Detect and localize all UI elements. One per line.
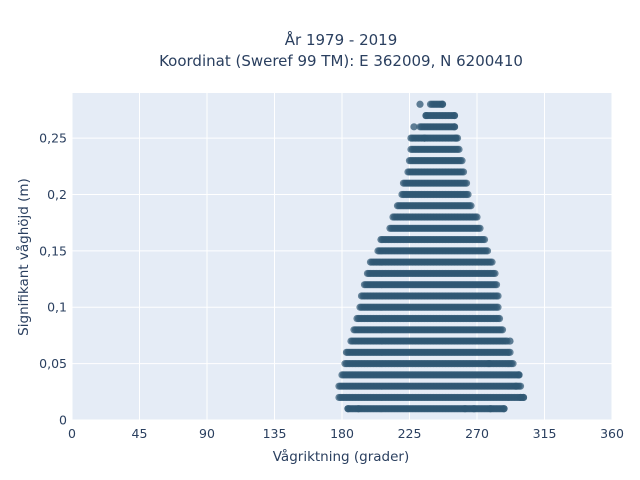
data-point [342,348,351,356]
x-tick-label: 225 [398,426,422,441]
data-point [488,258,496,266]
x-tick-label: 135 [263,426,287,441]
data-point [461,405,469,413]
y-tick-label: 0,05 [39,356,67,371]
x-tick-label: 360 [600,426,624,441]
data-point [498,326,507,334]
x-tick-label: 180 [330,426,354,441]
data-point [492,281,501,289]
data-point [486,405,495,413]
x-tick-label: 45 [132,426,148,441]
data-point [512,382,520,390]
data-point [450,123,459,131]
data-point [506,337,514,345]
data-point [485,360,493,368]
data-point [476,224,484,232]
y-tick-label: 0,1 [47,300,67,315]
data-point [483,247,492,255]
data-point [464,190,472,199]
data-point [458,157,466,165]
data-point [459,168,468,176]
chart-title-line-1: År 1979 - 2019 [285,30,398,49]
data-point [420,134,429,142]
y-axis-ticks: 0 0,05 0,1 0,15 0,2 0,25 [39,131,67,428]
data-point [519,393,528,402]
data-point [509,360,517,368]
y-tick-label: 0,15 [39,243,67,258]
x-tick-label: 0 [68,426,76,441]
data-point [344,405,352,413]
y-tick-label: 0,25 [39,131,67,146]
data-point [450,111,459,120]
y-axis-label: Signifikant våghöjd (m) [15,178,32,336]
data-point [494,292,502,300]
data-point [495,314,504,323]
y-tick-label: 0 [59,413,67,428]
chart-title-line-2: Koordinat (Sweref 99 TM): E 362009, N 62… [159,52,523,70]
data-point [480,235,489,244]
x-tick-label: 270 [465,426,489,441]
data-point [462,179,471,187]
data-point [377,235,385,244]
data-point [455,145,463,153]
data-point [494,303,502,311]
data-point [422,111,430,120]
data-point [515,371,523,379]
x-tick-label: 315 [533,426,557,441]
x-tick-label: 90 [199,426,215,441]
data-point [506,348,514,356]
data-point [354,405,363,413]
data-point [438,100,447,108]
data-point [452,134,460,142]
data-point [416,100,424,108]
data-point [407,134,415,142]
data-points [335,100,528,413]
x-axis-label: Vågriktning (grader) [273,448,410,465]
data-point [470,405,478,413]
data-point [410,123,418,131]
data-point [473,213,481,221]
data-point [500,405,508,413]
data-point [467,202,475,210]
y-tick-label: 0,2 [47,187,67,202]
data-point [491,269,499,278]
x-axis-ticks: 0 45 90 135 180 225 270 315 360 [68,426,624,441]
